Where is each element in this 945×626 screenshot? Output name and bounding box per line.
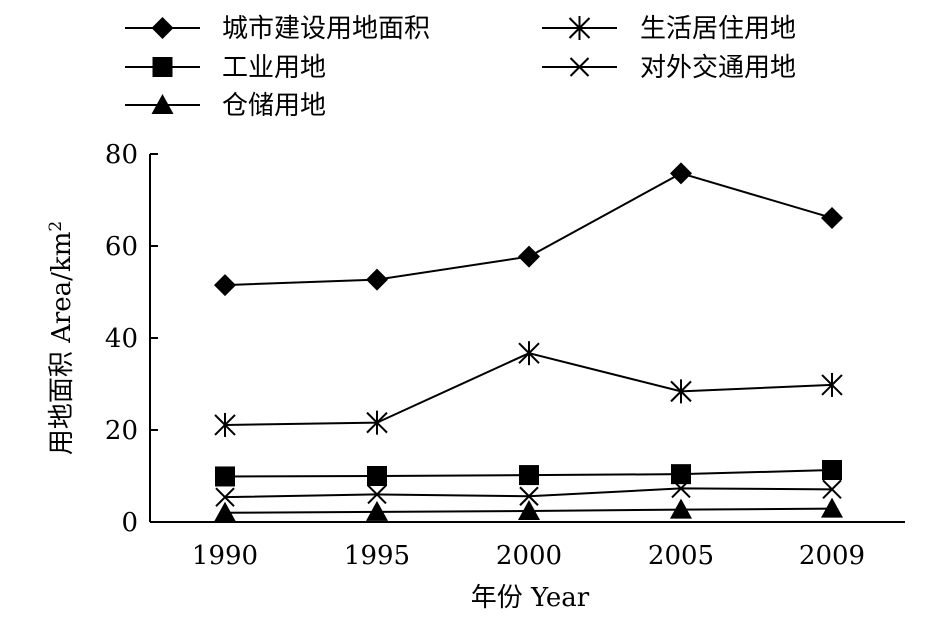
data-point: [367, 484, 387, 505]
y-tick-label: 80: [105, 140, 138, 170]
data-point: [215, 466, 235, 487]
y-tick-label: 0: [121, 508, 138, 538]
legend-item: 生活居住用地: [542, 14, 796, 44]
y-ticks: 0 20 40 60 80: [105, 140, 158, 538]
legend-item: 工业用地: [125, 53, 326, 83]
y-axis-title: 用地面积 Area/km2: [46, 221, 77, 455]
data-point: [821, 206, 843, 229]
x-tick-label: 2009: [799, 541, 865, 571]
data-point: [821, 497, 843, 518]
x-tick-label: 2005: [648, 541, 714, 571]
data-point: [518, 499, 540, 520]
data-point: [214, 501, 236, 522]
series-asterisk: [214, 341, 843, 437]
data-point: [366, 500, 388, 521]
legend-marker: [568, 16, 591, 40]
series-diamond: [214, 162, 843, 297]
legend-label: 仓储用地: [222, 91, 326, 121]
data-point: [366, 410, 388, 435]
y-tick-label: 20: [105, 416, 138, 446]
data-point: [519, 465, 539, 486]
data-point: [670, 379, 692, 404]
series-group: [214, 162, 843, 522]
data-point: [367, 466, 387, 486]
legend-item: 仓储用地: [125, 91, 326, 121]
legend-label: 工业用地: [222, 53, 326, 83]
data-point: [214, 412, 236, 437]
data-point: [215, 487, 235, 507]
legend-marker: [569, 57, 590, 77]
series-square: [215, 460, 842, 487]
legend-label: 对外交通用地: [640, 53, 796, 83]
legend-label: 城市建设用地面积: [222, 14, 430, 44]
x-tick-label: 1990: [192, 541, 258, 571]
data-point: [670, 162, 692, 185]
legend-marker: [151, 17, 174, 39]
x-ticks: 1990 1995 2000 2005 2009: [192, 541, 865, 571]
legend-item: 对外交通用地: [542, 53, 796, 83]
legend-marker: [151, 94, 174, 114]
series-triangle: [214, 497, 843, 522]
data-point: [670, 498, 692, 519]
data-point: [822, 479, 842, 500]
data-point: [519, 486, 539, 506]
data-point: [822, 460, 842, 481]
y-tick-label: 40: [105, 324, 138, 354]
data-point: [366, 268, 388, 291]
legend-marker: [152, 57, 173, 77]
y-tick-label: 60: [105, 232, 138, 262]
data-point: [518, 245, 540, 268]
y-axis-title-superscript: 2: [46, 221, 66, 232]
data-point: [518, 341, 540, 366]
series-line: [224, 172, 833, 287]
data-point: [671, 478, 691, 499]
series-cross: [215, 478, 842, 507]
legend-label: 生活居住用地: [640, 14, 796, 44]
data-point: [671, 464, 691, 485]
data-point: [821, 372, 843, 397]
x-axis-title: 年份 Year: [471, 583, 590, 613]
y-axis-title-main: 用地面积 Area/km: [47, 232, 77, 456]
legend-item: 城市建设用地面积: [125, 14, 430, 44]
data-point: [214, 274, 236, 297]
x-tick-label: 2000: [496, 541, 562, 571]
x-tick-label: 1995: [344, 541, 410, 571]
